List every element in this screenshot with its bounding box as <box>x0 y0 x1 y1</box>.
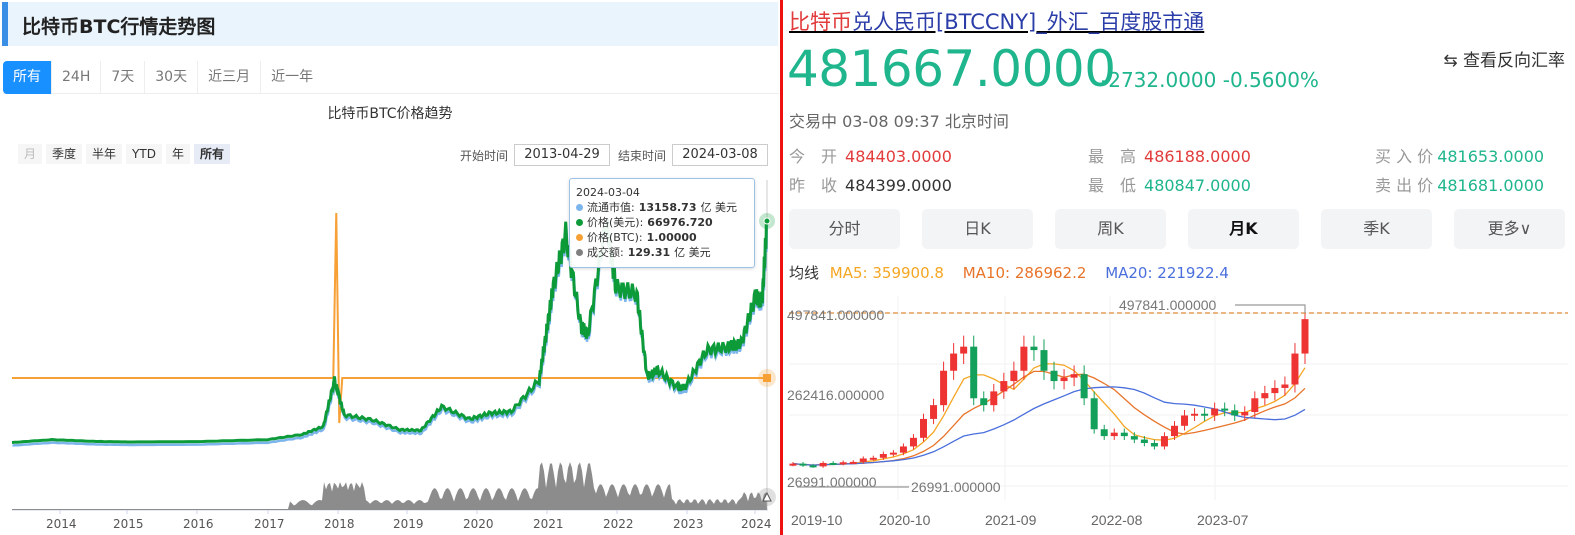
svg-text:497841.000000: 497841.000000 <box>1119 297 1217 313</box>
start-date-label: 开始时间 <box>459 148 508 163</box>
ma5-value: MA5: 359900.8 <box>829 264 944 282</box>
btccny-quote-panel: 比特币兑人民币[BTCCNY]_外汇_百度股市通 481667.0000 -27… <box>783 0 1575 535</box>
btc-trend-panel: 比特币BTC行情走势图 所有 24H 7天 30天 近三月 近一年 比特币BTC… <box>0 0 780 535</box>
x-axis-tick: 2016 <box>183 517 214 531</box>
tooltip-row-marketcap: 流通市值: 13158.73 亿 美元 <box>576 200 748 215</box>
chart-title: 比特币BTC价格趋势 <box>327 106 453 122</box>
end-date-label: 结束时间 <box>617 148 666 163</box>
range-quarter-button[interactable]: 季度 <box>46 144 83 164</box>
range-year-button[interactable]: 年 <box>165 144 190 164</box>
svg-text:26991.000000: 26991.000000 <box>911 479 1001 495</box>
tab-daily-k[interactable]: 日K <box>922 209 1033 249</box>
svg-text:2020-10: 2020-10 <box>879 512 931 528</box>
svg-text:26991.000000: 26991.000000 <box>787 474 877 490</box>
tab-24h[interactable]: 24H <box>52 61 102 94</box>
panel-title: 比特币BTC行情走势图 <box>22 16 216 38</box>
x-axis-tick: 2019 <box>393 517 424 531</box>
svg-text:2023-07: 2023-07 <box>1197 512 1249 528</box>
tab-more[interactable]: 更多∨ <box>1454 209 1565 249</box>
range-month-button[interactable]: 月 <box>18 144 43 164</box>
quote-low: 最 低 480847.0000 <box>1088 176 1251 195</box>
svg-text:2021-09: 2021-09 <box>985 512 1037 528</box>
ma-label: 均线 <box>789 264 820 282</box>
ma10-value: MA10: 286962.2 <box>962 264 1087 282</box>
range-halfyear-button[interactable]: 半年 <box>86 144 123 164</box>
quote-bid: 买 入 价 481653.0000 <box>1375 147 1545 166</box>
tab-all[interactable]: 所有 <box>3 61 52 94</box>
x-axis-tick: 2021 <box>533 517 564 531</box>
tab-3m[interactable]: 近三月 <box>198 61 262 94</box>
panel-divider <box>780 0 783 535</box>
tab-quarterly-k[interactable]: 季K <box>1321 209 1432 249</box>
start-date-input[interactable]: 2013-04-29 <box>513 144 610 166</box>
x-axis-tick: 2018 <box>324 517 355 531</box>
tab-weekly-k[interactable]: 周K <box>1055 209 1166 249</box>
tab-monthly-k[interactable]: 月K <box>1188 209 1299 249</box>
current-price: 481667.0000 <box>787 40 1116 98</box>
tab-intraday[interactable]: 分时 <box>789 209 900 249</box>
price-chart[interactable] <box>0 0 780 535</box>
tab-1y[interactable]: 近一年 <box>271 69 314 85</box>
range-ytd-button[interactable]: YTD <box>126 144 162 164</box>
quote-title-link[interactable]: 比特币兑人民币[BTCCNY]_外汇_百度股市通 <box>789 10 1205 34</box>
tab-7d[interactable]: 7天 <box>101 61 146 94</box>
volume-area <box>12 462 767 510</box>
quote-open: 今 开 484403.0000 <box>789 147 952 166</box>
btc-price-line <box>12 212 767 424</box>
trading-status: 交易中 03-08 09:37 北京时间 <box>789 112 1009 131</box>
tooltip-row-usd: 价格(美元): 66976.720 <box>576 215 748 230</box>
end-date-input[interactable]: 2024-03-08 <box>672 144 768 166</box>
x-axis-tick: 2020 <box>463 517 494 531</box>
price-change: -2732.0000 -0.5600% <box>1101 68 1319 92</box>
x-axis-tick: 2023 <box>673 517 704 531</box>
svg-text:2022-08: 2022-08 <box>1091 512 1143 528</box>
range-selector: 月 季度 半年 YTD 年 所有 <box>18 144 230 164</box>
x-axis-tick: 2014 <box>46 517 77 531</box>
x-axis-tick: 2015 <box>113 517 144 531</box>
x-axis-tick: 2022 <box>603 517 634 531</box>
panel-header: 比特币BTC行情走势图 <box>2 2 778 46</box>
quote-high: 最 高 486188.0000 <box>1088 147 1251 166</box>
range-all-button[interactable]: 所有 <box>193 144 230 164</box>
quote-prev-close: 昨 收 484399.0000 <box>789 176 952 195</box>
tooltip-date: 2024-03-04 <box>576 186 640 199</box>
svg-text:497841.000000: 497841.000000 <box>787 307 885 323</box>
period-tabs: 所有 24H 7天 30天 近三月 近一年 <box>3 61 779 94</box>
date-range: 开始时间 2013-04-29 结束时间 2024-03-08 <box>460 144 768 166</box>
chart-tooltip: 2024-03-04 流通市值: 13158.73 亿 美元 价格(美元): 66… <box>569 178 755 268</box>
tab-30d[interactable]: 30天 <box>145 61 199 94</box>
ma20-value: MA20: 221922.4 <box>1105 264 1229 282</box>
reverse-rate-link[interactable]: ⇆ 查看反向汇率 <box>1443 51 1565 71</box>
usd-price-line <box>11 218 769 444</box>
svg-text:2019-10: 2019-10 <box>791 512 843 528</box>
x-axis-tick: 2017 <box>254 517 285 531</box>
tooltip-row-volume: 成交额: 129.31 亿 美元 <box>576 245 748 260</box>
tooltip-row-btc: 价格(BTC): 1.00000 <box>576 230 748 245</box>
ma-legend: 均线 MA5: 359900.8 MA10: 286962.2 MA20: 22… <box>789 262 1243 283</box>
quote-ask: 卖 出 价 481681.0000 <box>1375 176 1545 195</box>
x-axis-tick: 2024 <box>741 517 772 531</box>
svg-text:262416.000000: 262416.000000 <box>787 387 885 403</box>
kline-tabs: 分时 日K 周K 月K 季K 更多∨ <box>789 209 1565 249</box>
candlestick-chart[interactable]: 497841.000000 262416.000000 26991.000000 49… <box>783 0 1575 535</box>
